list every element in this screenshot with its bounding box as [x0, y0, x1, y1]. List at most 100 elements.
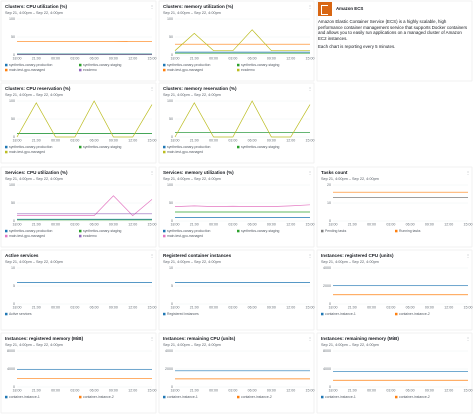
legend-label[interactable]: Active services [9, 312, 32, 316]
x-tick-label: 00:00 [209, 388, 218, 392]
paragraph: Each chart is reporting every 5 minutes. [318, 44, 396, 50]
x-tick-label: 03:00 [70, 305, 79, 309]
legend-label[interactable]: synthetics-canary-staging [241, 229, 280, 233]
legend-swatch [163, 63, 166, 67]
widget-menu[interactable]: ⋮ [308, 171, 312, 175]
legend-label[interactable]: synthetics-canary-staging [83, 63, 122, 67]
legend-label[interactable]: synthetics-canary-staging [83, 145, 122, 149]
y-tick-label: 4000 [323, 367, 331, 371]
legend-label[interactable]: main-test-gpu-managed [167, 68, 203, 72]
legend-label[interactable]: main-test-gpu-managed [167, 234, 203, 238]
legend-label[interactable]: synthetics-canary-production [9, 229, 52, 233]
widget-menu[interactable]: ⋮ [308, 87, 312, 91]
legend-label[interactable]: ecsdemo [83, 234, 97, 238]
widget-menu[interactable]: ⋮ [150, 337, 154, 341]
y-tick-label: 100 [9, 183, 15, 187]
legend-label[interactable]: container-instance-1 [325, 395, 356, 399]
legend-label[interactable]: container-instance-1 [167, 395, 198, 399]
widget-menu[interactable]: ⋮ [308, 254, 312, 258]
x-tick-label: 18:00 [171, 138, 180, 142]
widget-menu[interactable]: ⋮ [308, 337, 312, 341]
legend-swatch [79, 68, 82, 72]
legend-label[interactable]: ecsdemo [241, 68, 255, 72]
x-tick-label: 09:00 [425, 222, 434, 226]
legend-swatch [5, 68, 8, 72]
legend-label[interactable]: synthetics-canary-production [9, 63, 52, 67]
y-tick-label: 0 [329, 302, 331, 306]
x-tick-label: 15:00 [306, 305, 315, 309]
widget-menu[interactable]: ⋮ [150, 254, 154, 258]
widget-subtitle: Sep 21, 4:00pm – Sep 22, 4:00pm [5, 11, 63, 15]
legend-swatch [237, 68, 240, 72]
legend-label[interactable]: main-test-gpu-managed [9, 68, 45, 72]
y-tick-label: 0 [171, 219, 173, 223]
widget-menu[interactable]: ⋮ [150, 5, 154, 9]
legend-label[interactable]: container-instance-2 [83, 395, 114, 399]
y-tick-label: 10 [169, 266, 173, 270]
legend-label[interactable]: main-test-gpu-managed [167, 150, 203, 154]
legend-swatch [5, 63, 8, 67]
legend-label[interactable]: synthetics-canary-staging [83, 229, 122, 233]
y-tick-label: 4000 [7, 367, 15, 371]
legend-label[interactable]: synthetics-canary-production [167, 229, 210, 233]
legend-label[interactable]: synthetics-canary-production [167, 63, 210, 67]
legend-swatch [79, 395, 82, 399]
x-tick-label: 03:00 [70, 222, 79, 226]
x-tick-label: 18:00 [171, 222, 180, 226]
x-tick-label: 21:00 [190, 56, 199, 60]
x-tick-label: 18:00 [171, 388, 180, 392]
widget-menu[interactable]: ⋮ [150, 87, 154, 91]
legend-label[interactable]: container-instance-2 [241, 395, 272, 399]
x-tick-label: 21:00 [32, 388, 41, 392]
x-tick-label: 06:00 [248, 305, 257, 309]
y-tick-label: 5 [13, 284, 15, 288]
widget-menu[interactable]: ⋮ [150, 171, 154, 175]
legend-swatch [163, 68, 166, 72]
legend-label[interactable]: Registered instances [167, 312, 199, 316]
x-tick-label: 18:00 [13, 305, 22, 309]
widget-frame [316, 0, 473, 82]
y-tick-label: 0 [13, 385, 15, 389]
legend-label[interactable]: ecsdemo [83, 68, 97, 72]
x-tick-label: 03:00 [228, 305, 237, 309]
y-tick-label: 0 [329, 219, 331, 223]
legend-label[interactable]: synthetics-canary-staging [241, 145, 280, 149]
legend-label[interactable]: container-instance-2 [399, 395, 430, 399]
y-tick-label: 100 [9, 99, 15, 103]
x-tick-label: 12:00 [444, 388, 453, 392]
x-tick-label: 15:00 [464, 305, 473, 309]
widget-menu[interactable]: ⋮ [466, 254, 470, 258]
paragraph: Amazon Elastic Container Service (ECS) i… [318, 19, 468, 41]
widget-frame [0, 332, 157, 414]
widget-menu[interactable]: ⋮ [308, 5, 312, 9]
legend-label[interactable]: container-instance-1 [325, 312, 356, 316]
legend-label[interactable]: synthetics-canary-staging [241, 63, 280, 67]
x-tick-label: 18:00 [329, 305, 338, 309]
legend-label[interactable]: Running tasks [399, 229, 421, 233]
x-tick-label: 21:00 [32, 305, 41, 309]
x-tick-label: 12:00 [444, 222, 453, 226]
x-tick-label: 21:00 [348, 305, 357, 309]
legend-swatch [321, 229, 324, 233]
x-tick-label: 06:00 [248, 138, 257, 142]
legend-label[interactable]: synthetics-canary-production [167, 145, 210, 149]
widget-menu[interactable]: ⋮ [466, 171, 470, 175]
legend-label[interactable]: main-test-gpu-managed [9, 234, 45, 238]
y-tick-label: 2000 [165, 367, 173, 371]
widget-subtitle: Sep 21, 4:00pm – Sep 22, 4:00pm [321, 260, 379, 264]
y-tick-label: 10 [327, 201, 331, 205]
y-tick-label: 50 [11, 117, 15, 121]
x-tick-label: 03:00 [228, 56, 237, 60]
legend-swatch [79, 63, 82, 67]
legend-label[interactable]: main-test-gpu-managed [9, 150, 45, 154]
legend-label[interactable]: synthetics-canary-production [9, 145, 52, 149]
widget-menu[interactable]: ⋮ [466, 337, 470, 341]
legend-label[interactable]: container-instance-2 [399, 312, 430, 316]
legend-label[interactable]: container-instance-1 [9, 395, 40, 399]
x-tick-label: 09:00 [109, 56, 118, 60]
y-tick-label: 0 [171, 135, 173, 139]
widget-title: Clusters: memory utilization (%) [163, 4, 234, 9]
text-widget-header: Amazon ECS [318, 2, 468, 16]
legend-label[interactable]: Pending tasks [325, 229, 347, 233]
y-tick-label: 4000 [323, 266, 331, 270]
